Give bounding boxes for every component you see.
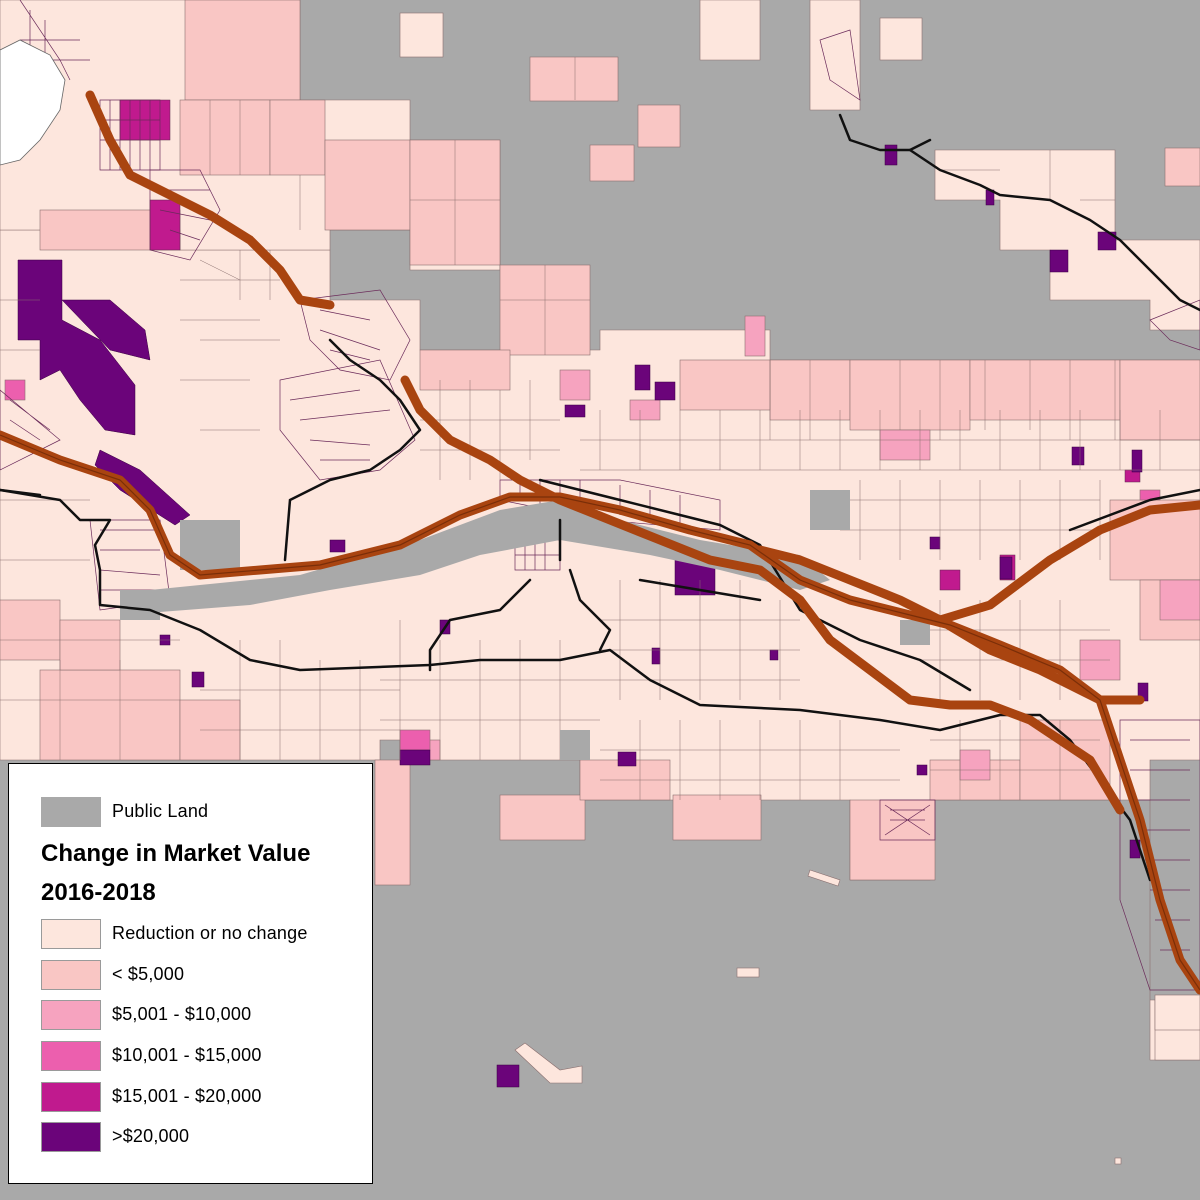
legend-public-land: Public Land (41, 797, 371, 827)
legend-class-1-label: < $5,000 (112, 964, 185, 984)
highway-east (935, 500, 1200, 625)
highway-lanes (0, 434, 1200, 991)
class-4-swatch (41, 1082, 101, 1112)
legend-class-0: Reduction or no change (41, 919, 371, 949)
legend-class-5-label: >$20,000 (112, 1126, 190, 1146)
water-body (0, 39, 66, 166)
public-land-swatch (41, 797, 101, 827)
legend-public-land-label: Public Land (112, 801, 209, 821)
map-legend: Public Land Change in Market Value 2016-… (8, 763, 373, 1184)
parcel-grid-lines (0, 57, 1200, 800)
class-3-swatch (41, 1041, 101, 1071)
legend-class-4-label: $15,001 - $20,000 (112, 1086, 262, 1106)
class-0-swatch (41, 919, 101, 949)
roads (0, 113, 1200, 882)
legend-class-3: $10,001 - $15,000 (41, 1041, 371, 1071)
legend-class-3-label: $10,001 - $15,000 (112, 1045, 262, 1065)
parcels-5001-10000 (399, 315, 1200, 781)
class-5-swatch (41, 1122, 101, 1152)
legend-class-1: < $5,000 (41, 960, 371, 990)
parcels-10001-15000 (4, 379, 1161, 751)
legend-class-2-label: $5,001 - $10,000 (112, 1004, 252, 1024)
class-1-swatch (41, 960, 101, 990)
highway-north (85, 90, 335, 310)
legend-class-4: $15,001 - $20,000 (41, 1082, 371, 1112)
isolated-parcels (399, 12, 1200, 1165)
class-2-swatch (41, 1000, 101, 1030)
legend-subtitle: 2016-2018 (41, 879, 156, 906)
legend-title: Change in Market Value (41, 840, 311, 867)
highway-central (400, 375, 1125, 815)
highway-east-branch (755, 545, 1145, 705)
public-land-corridor (120, 490, 930, 760)
legend-class-5: >$20,000 (41, 1122, 371, 1152)
parcels-over-20000 (17, 144, 1149, 1088)
legend-class-0-label: Reduction or no change (112, 923, 308, 943)
legend-class-2: $5,001 - $10,000 (41, 1000, 371, 1030)
